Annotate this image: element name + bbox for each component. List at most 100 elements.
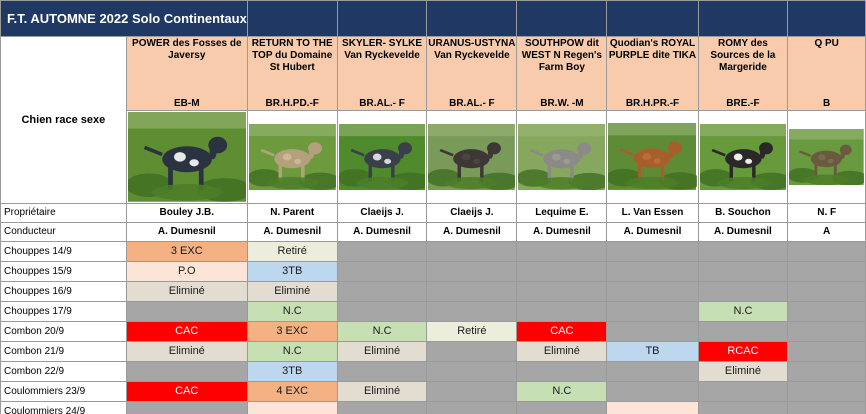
result-cell[interactable]: [606, 360, 699, 382]
sheet-title[interactable]: F.T. AUTOMNE 2022 Solo Continentaux: [0, 0, 248, 37]
result-cell[interactable]: CAC: [516, 320, 608, 342]
result-cell[interactable]: [787, 340, 866, 362]
result-cell[interactable]: [697, 280, 789, 302]
result-cell[interactable]: Eliminé: [125, 340, 248, 362]
result-cell[interactable]: [606, 260, 699, 282]
result-cell[interactable]: [125, 360, 248, 382]
result-cell[interactable]: [787, 280, 866, 302]
result-cell[interactable]: [606, 380, 699, 402]
result-cell[interactable]: N.C: [246, 340, 338, 362]
result-cell[interactable]: [426, 380, 518, 402]
event-label[interactable]: Combon 22/9: [0, 360, 127, 382]
result-cell[interactable]: N.C: [516, 380, 608, 402]
result-cell[interactable]: Eliminé: [336, 340, 428, 362]
event-label[interactable]: Chouppes 15/9: [0, 260, 127, 282]
event-label[interactable]: Coulommiers 23/9: [0, 380, 127, 402]
dog-photo-cell[interactable]: [787, 110, 866, 204]
result-cell[interactable]: CAC: [125, 320, 248, 342]
result-cell[interactable]: Eliminé: [125, 280, 248, 302]
owner-cell[interactable]: Lequime E.: [516, 202, 608, 223]
dog-photo-cell[interactable]: [246, 110, 338, 204]
dog-header-cell[interactable]: SOUTHPOW dit WEST N Regen's Farm Boy BR.W…: [516, 36, 608, 111]
handler-cell[interactable]: A. Dumesnil: [246, 221, 338, 242]
result-cell[interactable]: [426, 240, 518, 262]
result-cell[interactable]: [697, 380, 789, 402]
result-cell[interactable]: [336, 260, 428, 282]
owner-cell[interactable]: Bouley J.B.: [125, 202, 248, 223]
result-cell[interactable]: Eliminé: [246, 280, 338, 302]
proprietaire-label[interactable]: Propriétaire: [0, 202, 127, 223]
result-cell[interactable]: Eliminé: [336, 380, 428, 402]
result-cell[interactable]: P.O: [125, 260, 248, 282]
result-cell[interactable]: [787, 320, 866, 342]
result-cell[interactable]: RCAC: [697, 340, 789, 362]
result-cell[interactable]: 3 EXC: [125, 240, 248, 262]
result-cell[interactable]: N.C: [697, 300, 789, 322]
result-cell[interactable]: Eliminé: [516, 340, 608, 362]
result-cell[interactable]: [606, 240, 699, 262]
result-cell[interactable]: [516, 280, 608, 302]
result-cell[interactable]: [516, 400, 608, 414]
title-band-cell[interactable]: [697, 0, 789, 37]
owner-cell[interactable]: Claeijs J.: [336, 202, 428, 223]
result-cell[interactable]: [426, 300, 518, 322]
result-cell[interactable]: CAC: [125, 380, 248, 402]
result-cell[interactable]: [787, 260, 866, 282]
result-cell[interactable]: [516, 300, 608, 322]
owner-cell[interactable]: Claeijs J.: [426, 202, 518, 223]
result-cell[interactable]: [125, 400, 248, 414]
result-cell[interactable]: [426, 280, 518, 302]
result-cell[interactable]: [336, 400, 428, 414]
result-cell[interactable]: [606, 400, 699, 414]
result-cell[interactable]: 3TB: [246, 360, 338, 382]
result-cell[interactable]: [336, 360, 428, 382]
result-cell[interactable]: [426, 360, 518, 382]
owner-cell[interactable]: L. Van Essen: [606, 202, 699, 223]
dog-photo-cell[interactable]: [125, 110, 248, 204]
result-cell[interactable]: [426, 400, 518, 414]
event-label[interactable]: Coulommiers 24/9: [0, 400, 127, 414]
dog-photo-cell[interactable]: [697, 110, 789, 204]
title-band-cell[interactable]: [336, 0, 428, 37]
handler-cell[interactable]: A. Dumesnil: [516, 221, 608, 242]
result-cell[interactable]: [697, 400, 789, 414]
result-cell[interactable]: [787, 240, 866, 262]
result-cell[interactable]: [787, 400, 866, 414]
result-cell[interactable]: N.C: [336, 320, 428, 342]
result-cell[interactable]: [125, 300, 248, 322]
title-band-cell[interactable]: [516, 0, 608, 37]
result-cell[interactable]: 4 EXC: [246, 380, 338, 402]
result-cell[interactable]: [516, 360, 608, 382]
result-cell[interactable]: Retiré: [246, 240, 338, 262]
result-cell[interactable]: [697, 240, 789, 262]
result-cell[interactable]: [787, 360, 866, 382]
result-cell[interactable]: [516, 240, 608, 262]
result-cell[interactable]: [606, 300, 699, 322]
result-cell[interactable]: Eliminé: [697, 360, 789, 382]
title-band-cell[interactable]: [606, 0, 699, 37]
owner-cell[interactable]: N. Parent: [246, 202, 338, 223]
result-cell[interactable]: [606, 280, 699, 302]
result-cell[interactable]: Retiré: [426, 320, 518, 342]
title-band-cell[interactable]: [787, 0, 866, 37]
dog-header-cell[interactable]: POWER des Fosses de Javersy EB-M: [125, 36, 248, 111]
result-cell[interactable]: TB: [606, 340, 699, 362]
dog-photo-cell[interactable]: [516, 110, 608, 204]
dog-header-cell[interactable]: URANUS-USTYNA Van Ryckevelde BR.AL.- F: [426, 36, 518, 111]
chien-race-sexe-label[interactable]: Chien race sexe: [0, 36, 127, 204]
handler-cell[interactable]: A. Dumesnil: [336, 221, 428, 242]
event-label[interactable]: Chouppes 14/9: [0, 240, 127, 262]
dog-header-cell[interactable]: Quodian's ROYAL PURPLE dite TIKA BR.H.PR.…: [606, 36, 699, 111]
event-label[interactable]: Combon 20/9: [0, 320, 127, 342]
result-cell[interactable]: [336, 280, 428, 302]
handler-cell[interactable]: A. Dumesnil: [125, 221, 248, 242]
title-band-cell[interactable]: [246, 0, 338, 37]
event-label[interactable]: Combon 21/9: [0, 340, 127, 362]
dog-photo-cell[interactable]: [426, 110, 518, 204]
handler-cell[interactable]: A. Dumesnil: [606, 221, 699, 242]
result-cell[interactable]: N.C: [246, 300, 338, 322]
dog-header-cell[interactable]: RETURN TO THE TOP du Domaine St Hubert BR…: [246, 36, 338, 111]
conducteur-label[interactable]: Conducteur: [0, 221, 127, 242]
handler-cell[interactable]: A: [787, 221, 866, 242]
handler-cell[interactable]: A. Dumesnil: [697, 221, 789, 242]
